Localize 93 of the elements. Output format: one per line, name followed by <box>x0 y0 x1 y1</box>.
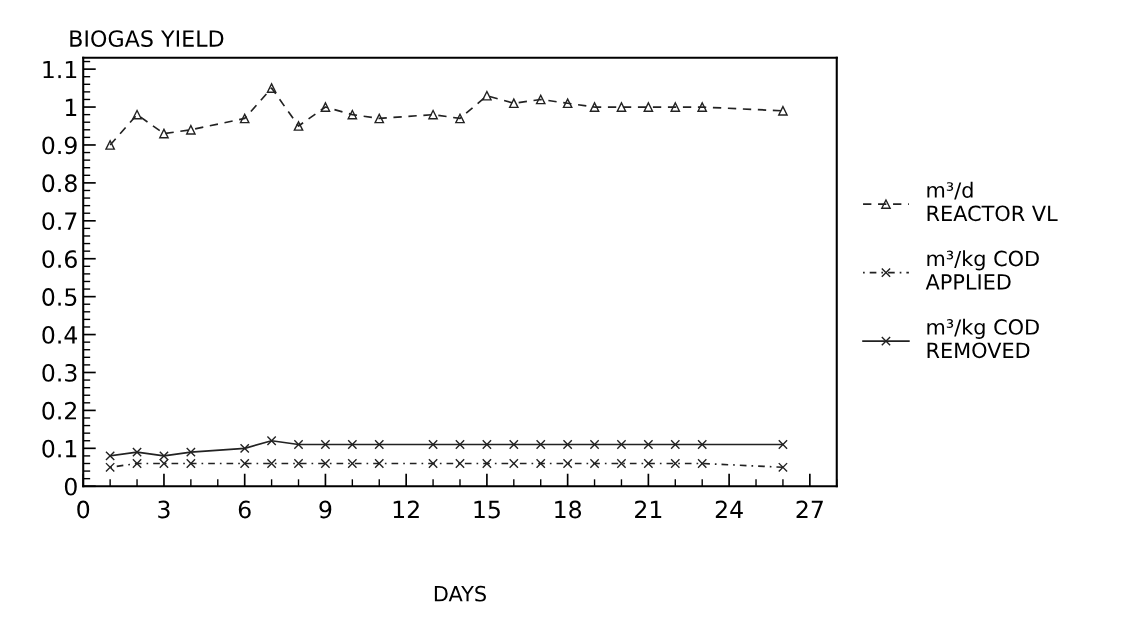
point <box>482 90 492 101</box>
point <box>616 458 627 469</box>
point <box>159 458 169 469</box>
point <box>508 458 519 469</box>
point <box>670 102 681 112</box>
point <box>482 458 492 469</box>
y-tick-label: 0 <box>64 477 77 496</box>
y-tick-label: 0.4 <box>42 326 78 344</box>
point <box>105 462 115 473</box>
point <box>293 439 304 450</box>
legend-label: m³/d REACTOR VL <box>927 181 1058 222</box>
point <box>643 458 654 469</box>
point <box>320 458 331 469</box>
x-tick-label: 15 <box>474 500 500 519</box>
point <box>508 439 519 450</box>
point <box>535 439 546 450</box>
point <box>186 124 196 135</box>
point <box>455 439 465 450</box>
y-tick-label: 1.1 <box>43 60 77 79</box>
point <box>643 102 654 112</box>
point <box>132 447 142 457</box>
point <box>186 458 196 469</box>
point <box>670 439 681 450</box>
point <box>293 121 304 131</box>
y-tick-label: 0.5 <box>42 288 77 306</box>
x-tick-label: 3 <box>158 500 170 519</box>
legend-label: m³/kg COD APPLIED <box>925 250 1039 290</box>
x-tick-label: 24 <box>715 500 743 519</box>
point <box>159 128 169 139</box>
point <box>697 439 708 450</box>
point <box>428 458 438 469</box>
point <box>132 458 142 469</box>
point <box>455 458 465 469</box>
point <box>266 435 277 446</box>
y-tick-label: 0.2 <box>42 401 76 420</box>
x-tick-label: 18 <box>555 500 582 519</box>
point <box>535 458 546 469</box>
point <box>589 102 600 112</box>
point <box>320 102 331 112</box>
point <box>589 439 600 450</box>
x-tick-label: 0 <box>77 500 90 519</box>
point <box>374 458 385 469</box>
point <box>320 439 331 450</box>
y-tick-label: 1 <box>65 98 77 117</box>
point <box>266 458 277 469</box>
point <box>428 439 438 450</box>
point <box>643 439 654 450</box>
point <box>616 102 627 112</box>
point <box>670 458 681 469</box>
point <box>347 439 358 450</box>
point <box>239 458 250 469</box>
point <box>159 451 169 461</box>
point <box>266 83 277 93</box>
point <box>455 113 465 124</box>
point <box>239 443 250 454</box>
point <box>697 102 708 112</box>
chart-title: BIOGAS YIELD <box>70 30 224 47</box>
point <box>778 105 788 116</box>
point <box>428 109 438 120</box>
point <box>186 447 196 457</box>
point <box>482 439 492 450</box>
point <box>374 439 385 450</box>
point <box>132 109 142 120</box>
x-tick-label: 12 <box>393 500 419 519</box>
point <box>105 140 115 150</box>
point <box>589 458 600 469</box>
point <box>508 98 519 109</box>
y-tick-label: 0.9 <box>42 136 77 155</box>
point <box>778 439 788 450</box>
y-tick-label: 0.6 <box>42 250 77 269</box>
point <box>778 462 788 473</box>
point <box>535 94 546 105</box>
x-tick-label: 9 <box>319 500 332 519</box>
y-tick-label: 0.8 <box>42 174 77 193</box>
x-tick-label: 6 <box>238 500 251 519</box>
x-axis-title: DAYS <box>434 585 486 602</box>
point <box>293 458 304 469</box>
point <box>616 439 627 450</box>
y-tick-label: 0.3 <box>42 363 77 382</box>
y-tick-label: 0.7 <box>42 212 77 231</box>
x-tick-label: 21 <box>635 500 662 519</box>
point <box>562 98 573 109</box>
legend-label: m³/kg COD REMOVED <box>927 318 1039 359</box>
point <box>374 113 385 124</box>
point <box>239 113 250 124</box>
y-tick-label: 0.1 <box>42 439 77 458</box>
point <box>347 458 358 469</box>
point <box>105 451 115 461</box>
point <box>562 458 573 469</box>
point <box>697 458 708 469</box>
x-tick-label: 27 <box>796 500 823 519</box>
point <box>562 439 573 450</box>
point <box>347 109 358 120</box>
